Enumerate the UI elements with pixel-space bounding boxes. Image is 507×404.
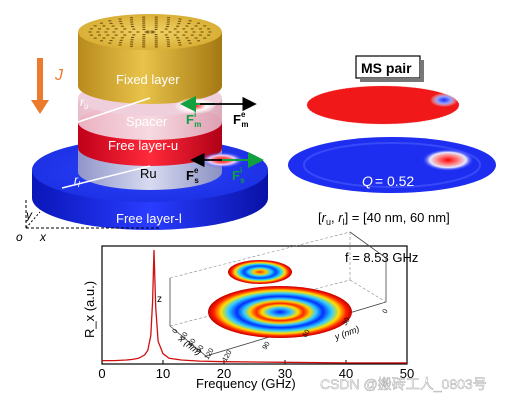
inset-x-tick-label: 90: [196, 344, 206, 354]
x-tick-label: 30: [278, 366, 292, 381]
spectrum-chart: 0 10 20 30 40 50 f = 8.53 GHz Frequency (GHz)…: [82, 231, 418, 391]
fixed-layer-label: Fixed layer: [116, 72, 180, 87]
ms-q-label: Q = 0.52: [362, 173, 414, 189]
axis-y-label: y: [25, 208, 33, 222]
ru-label: Ru: [140, 166, 157, 181]
axis-diag: [25, 211, 41, 229]
free-layer-u-label: Free layer-u: [108, 138, 178, 153]
axis-o-label: o: [16, 230, 23, 244]
inset-y-ticks: 120 90 60 30 0: [222, 308, 390, 363]
inset-y-tick-label: 60: [302, 329, 312, 339]
inset-x-tick-label: 30: [180, 331, 190, 341]
x-tick-label: 40: [339, 366, 353, 381]
y-axis-label: R_x (a.u.): [82, 281, 97, 338]
fixed-layer-top: [78, 14, 222, 50]
x-tick-label: 20: [217, 366, 231, 381]
force-s-i-label: Fi s: [232, 166, 245, 185]
inset-y-tick-label: 30: [342, 317, 352, 327]
chart-frame: [101, 245, 408, 365]
ms-upper-disk: [307, 86, 459, 124]
radius-u-label: ru: [80, 95, 89, 111]
ms-lower-ring: [303, 142, 481, 188]
inset-x-tick-label: 0: [172, 328, 180, 335]
x-axis-label: Frequency (GHz): [196, 376, 296, 391]
x-tick-label: 0: [98, 366, 105, 381]
layer-stack: J Free layer-l Ru Free layer-u Spacer Fi…: [16, 14, 268, 244]
annotation-frequency: f = 8.53 GHz: [345, 250, 418, 265]
force-s-e-label: Fe s: [186, 166, 199, 185]
x-tick-labels: 0 10 20 30 40 50: [98, 366, 414, 381]
inset-z-label: z: [157, 294, 162, 305]
ms-lower-skyrmion: [422, 149, 474, 171]
spacer-label: Spacer: [126, 114, 168, 129]
ms-title: MS pair: [361, 60, 412, 76]
ms-title-shadow: [420, 60, 424, 82]
inset-top-disk: [228, 260, 292, 284]
series-line: [102, 249, 407, 364]
current-label: J: [54, 67, 64, 84]
fixed-layer-moments: [88, 16, 212, 48]
x-tick-label: 10: [156, 366, 170, 381]
axis-x-label: x: [39, 230, 47, 244]
inset-x-tick-label: 60: [188, 338, 198, 348]
inset-bottom-disk: [208, 286, 352, 338]
inset-x-tick-label: 120: [204, 347, 216, 361]
force-m-i-label: Fi m: [186, 110, 201, 129]
inset-y-tick-label: 90: [262, 341, 272, 351]
free-layer-l-label: Free layer-l: [116, 211, 182, 226]
radius-u-line: [77, 97, 151, 123]
watermark: CSDN @搬砖工人_0803号: [320, 376, 487, 392]
ms-upper-texture: [306, 85, 460, 125]
ms-upper-skyrmion: [430, 93, 458, 107]
inset-y-tick-label: 0: [382, 308, 390, 315]
fixed-layer-side: [78, 32, 222, 104]
radius-l-label: rl: [74, 173, 80, 189]
ms-radii-caption: [ru, rl] = [40 nm, 60 nm]: [318, 210, 450, 227]
x-tick-label: 50: [400, 366, 414, 381]
current-arrow-head: [31, 100, 49, 114]
inset-y-tick-label: 120: [222, 349, 234, 363]
force-m-e-label: Fe m: [233, 110, 249, 129]
radius-l-line: [61, 165, 151, 189]
ms-pair-panel: MS pair Q = 0.52 [ru, rl] = [40 nm, 60 nm…: [288, 55, 496, 227]
